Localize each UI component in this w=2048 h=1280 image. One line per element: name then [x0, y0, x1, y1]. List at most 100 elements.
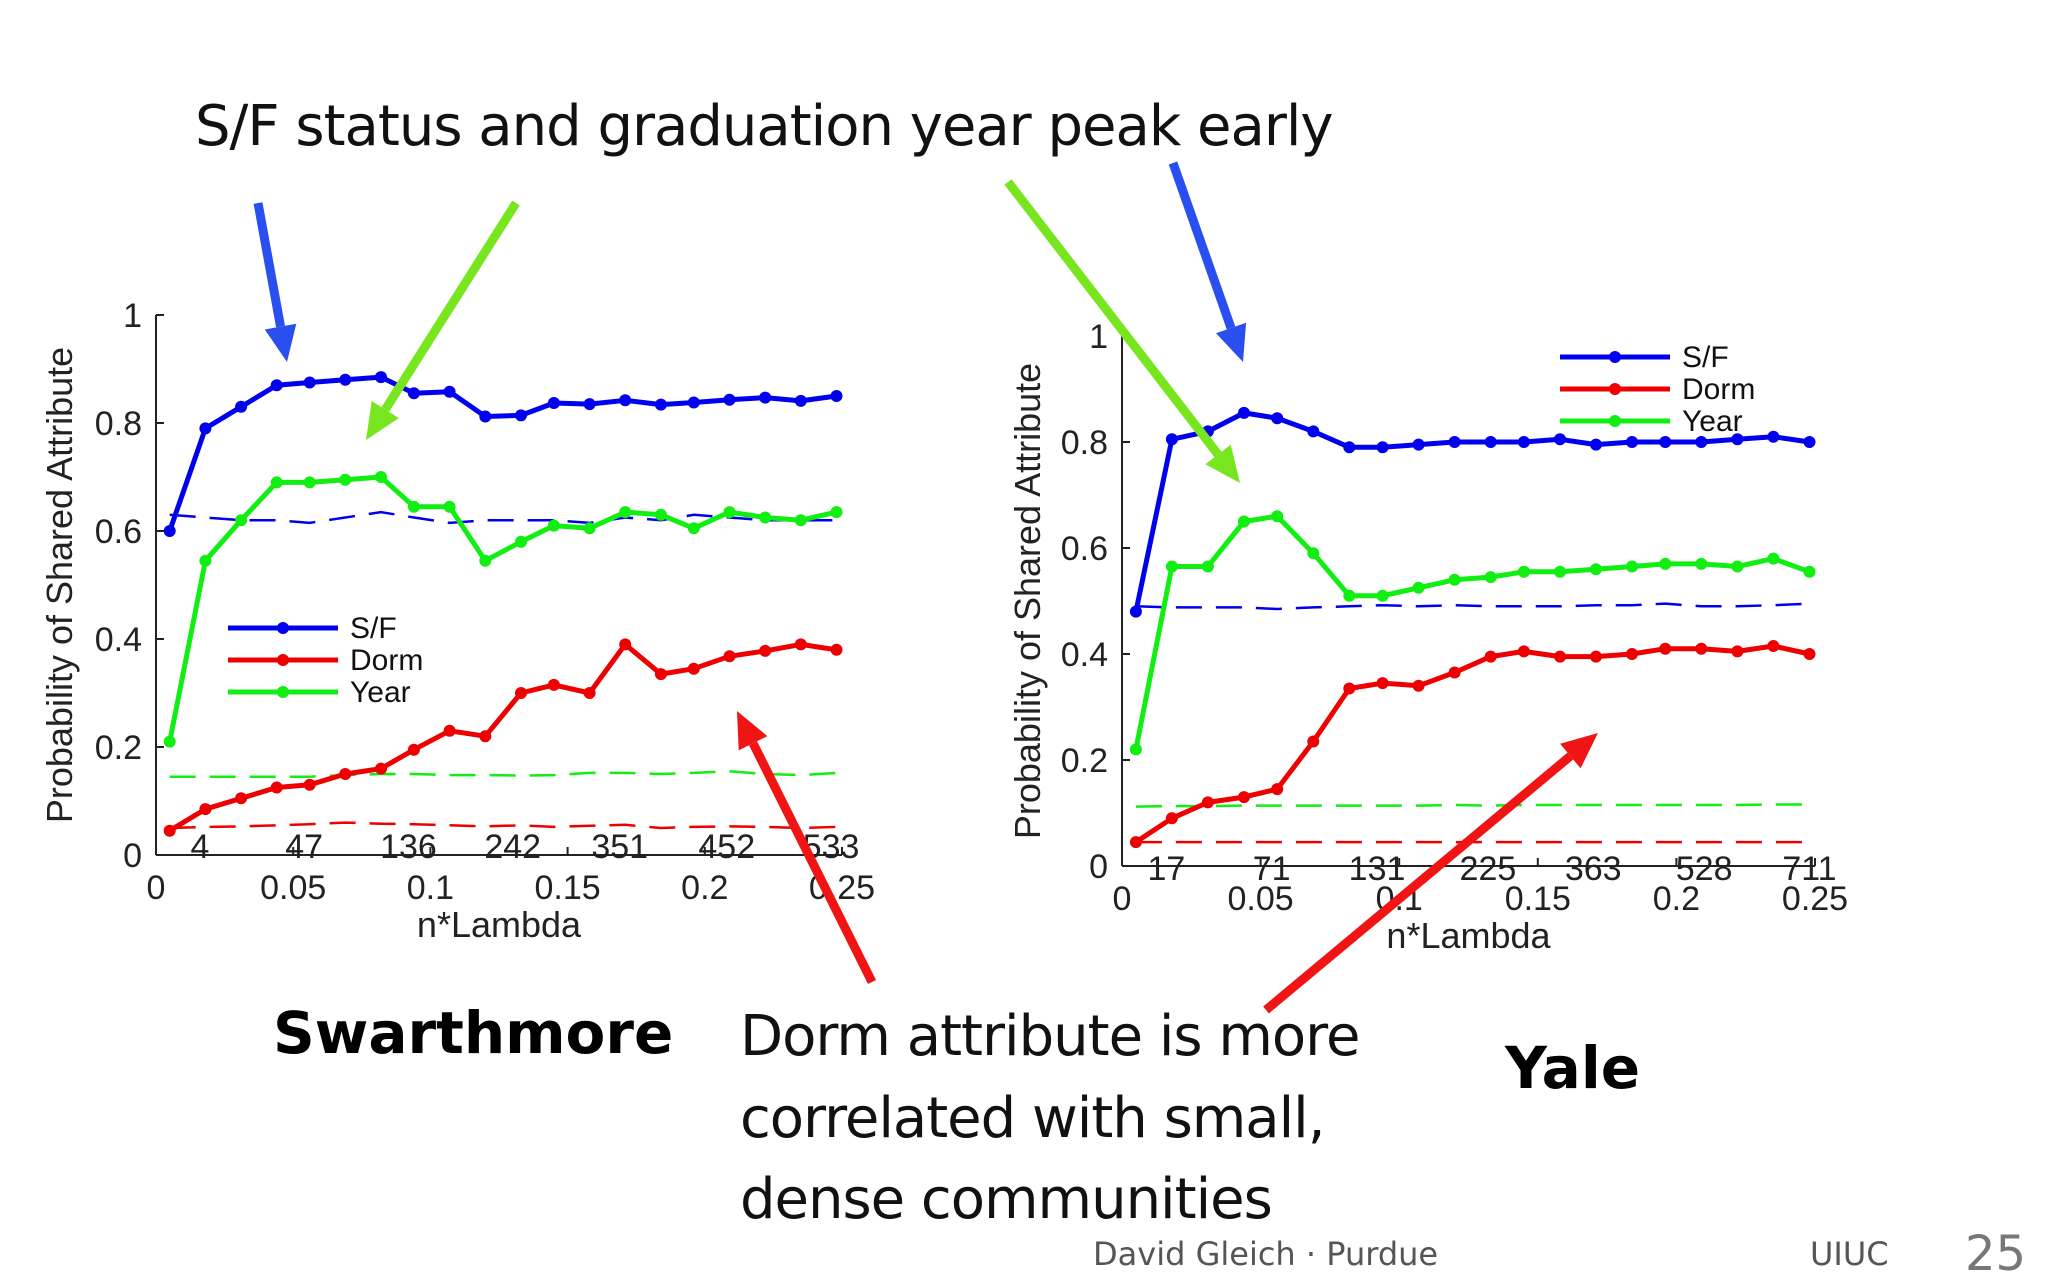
data-point — [1412, 581, 1425, 594]
data-point — [303, 476, 316, 489]
data-point — [1343, 682, 1356, 695]
data-point — [199, 803, 212, 816]
community-size-label: 351 — [591, 828, 648, 866]
data-point — [830, 506, 843, 519]
data-point — [547, 678, 560, 691]
legend-marker — [1609, 383, 1621, 395]
data-point — [1201, 796, 1214, 809]
data-point — [583, 687, 596, 699]
data-point — [1448, 573, 1461, 586]
baseline-dashed-line — [169, 770, 837, 778]
legend-label: Dorm — [350, 644, 423, 677]
data-point — [1448, 666, 1461, 679]
data-point — [1731, 560, 1744, 573]
y-tick-label: 0 — [1089, 848, 1108, 886]
data-point — [1271, 783, 1284, 796]
x-tick-label: 0.2 — [681, 869, 728, 907]
data-point — [407, 743, 420, 756]
data-point — [1803, 565, 1816, 578]
data-point — [1695, 436, 1708, 448]
blue-arrow-right — [1168, 161, 1247, 362]
data-point — [1376, 441, 1389, 454]
community-size-label: 225 — [1460, 850, 1517, 888]
yale-label: Yale — [1504, 1034, 1640, 1102]
community-size-label: 17 — [1147, 850, 1185, 888]
data-point — [407, 387, 420, 400]
x-axis-label: n*Lambda — [417, 904, 582, 945]
blue-arrow-left — [253, 202, 297, 362]
data-point — [1517, 645, 1530, 658]
data-point — [515, 687, 527, 699]
data-point — [515, 535, 527, 548]
data-point — [375, 471, 387, 483]
data-point — [1129, 605, 1142, 618]
legend-label: Year — [1682, 405, 1743, 438]
y-tick-label: 0.6 — [95, 513, 142, 551]
data-point — [1412, 438, 1425, 451]
data-point — [619, 506, 632, 519]
data-point — [1590, 650, 1602, 663]
community-size-label: 363 — [1565, 850, 1622, 888]
legend-label: Year — [350, 676, 411, 709]
yale-chart: 00.20.40.60.8100.050.10.150.20.25n*Lambd… — [1007, 318, 1848, 956]
data-point — [583, 522, 596, 535]
baseline-dashed-line — [1135, 602, 1810, 611]
data-point — [1307, 547, 1320, 560]
x-tick-label: 0.2 — [1653, 880, 1700, 918]
data-point — [1484, 436, 1497, 448]
data-point — [199, 422, 212, 435]
community-size-label: 131 — [1349, 850, 1406, 888]
data-point — [794, 394, 807, 407]
data-point — [619, 394, 632, 407]
data-point — [1767, 430, 1780, 443]
data-point — [1271, 412, 1284, 425]
data-point — [270, 379, 283, 392]
data-point — [654, 508, 667, 521]
baseline-dashed-line — [169, 510, 837, 525]
data-point — [235, 514, 248, 527]
data-point — [1517, 565, 1530, 578]
swarthmore-label: Swarthmore — [273, 999, 673, 1067]
data-point — [1484, 650, 1497, 663]
data-point — [443, 500, 456, 513]
annotation-arrows — [253, 161, 1598, 1014]
data-point — [687, 522, 700, 535]
x-tick-label: 0.1 — [407, 869, 454, 907]
legend-marker — [277, 654, 289, 666]
data-point — [1165, 812, 1178, 825]
data-point — [1376, 677, 1389, 690]
data-point — [687, 662, 700, 675]
data-point — [1767, 552, 1780, 565]
data-point — [407, 500, 420, 513]
data-point — [759, 391, 772, 404]
legend-label: Dorm — [1682, 373, 1755, 406]
y-tick-label: 0.2 — [1061, 742, 1108, 780]
y-tick-label: 0.6 — [1061, 530, 1108, 568]
green-arrow-left — [366, 200, 520, 440]
data-point — [1803, 436, 1816, 448]
data-point — [1307, 425, 1320, 438]
y-tick-label: 0.2 — [95, 729, 142, 767]
data-point — [1343, 441, 1356, 454]
community-size-label: 711 — [1782, 850, 1836, 888]
data-point — [547, 519, 560, 532]
legend-marker — [1609, 351, 1621, 363]
data-point — [163, 735, 176, 748]
data-point — [1731, 645, 1744, 658]
data-point — [1590, 438, 1602, 451]
data-point — [547, 397, 560, 409]
community-size-label: 4 — [190, 828, 209, 866]
data-point — [270, 476, 283, 489]
data-point — [1165, 433, 1178, 446]
legend-marker — [277, 622, 289, 634]
green-arrow-right — [1004, 179, 1240, 483]
data-point — [723, 506, 736, 519]
data-point — [375, 371, 387, 384]
y-tick-label: 1 — [1089, 318, 1108, 356]
data-point — [1695, 642, 1708, 655]
data-point — [1659, 557, 1672, 570]
data-point — [1659, 436, 1672, 448]
dorm-note-line-2: correlated with small, — [740, 1086, 1325, 1151]
dorm-note-line-3: dense communities — [740, 1167, 1272, 1232]
